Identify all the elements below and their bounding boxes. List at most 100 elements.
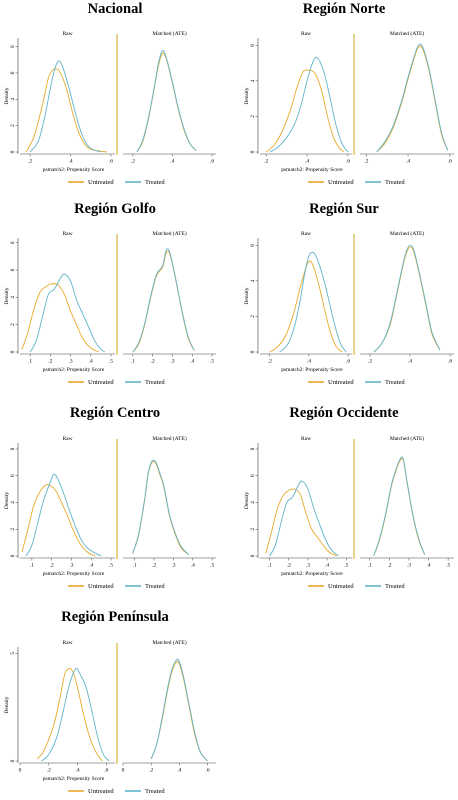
density-line-raw-untreated (36, 667, 103, 762)
y-tick-label: 4 (10, 98, 16, 101)
x-tick-label: .6 (104, 768, 108, 774)
legend-label-treated: Treated (385, 379, 405, 386)
x-tick-label: .1 (133, 563, 137, 569)
y-tick-label: 0 (10, 350, 16, 353)
density-line-raw-untreated (265, 69, 345, 153)
x-tick-label: .6 (346, 159, 350, 165)
x-tick-label: .3 (407, 563, 411, 569)
facet-label: Raw (62, 31, 72, 37)
panel-4: Región Centro Raw .1 .2 .3 .4 .5 Matched (ATE).… (4, 405, 216, 590)
x-tick-label: .5 (446, 563, 450, 569)
x-tick-label: .4 (68, 159, 72, 165)
y-tick-label: 0 (250, 150, 256, 153)
panel-title: Región Occidente (289, 405, 399, 421)
legend-label-untreated: Untreated (88, 379, 114, 386)
facet-label: Raw (62, 436, 72, 442)
y-tick-label: 6 (10, 71, 16, 74)
y-tick-label: 0 (10, 554, 16, 557)
x-tick-label: .2 (368, 359, 372, 365)
x-tick-label: .5 (210, 359, 214, 365)
y-tick-label: 4 (10, 296, 16, 299)
x-tick-label: .4 (426, 563, 430, 569)
panel-2: Región Golfo Raw .1 .2 .3 .4 .5 Matched (ATE) .1… (4, 201, 216, 386)
x-axis-title: psmatch2: Propensity Score (281, 367, 343, 373)
facet-label: Matched (ATE) (390, 30, 425, 37)
y-tick-label: 2 (250, 528, 256, 531)
x-tick-label: .4 (89, 359, 93, 365)
x-tick-label: .4 (89, 563, 93, 569)
facet-label: Matched (ATE) (152, 230, 187, 237)
density-line-matched-treated (150, 658, 208, 762)
y-tick-label: 6 (250, 244, 256, 247)
facet-label: Raw (301, 436, 311, 442)
x-tick-label: .4 (307, 359, 311, 365)
x-tick-label: .2 (387, 563, 391, 569)
y-tick-label: 4 (250, 501, 256, 504)
legend-label-untreated: Untreated (328, 379, 354, 386)
x-tick-label: .4 (191, 563, 195, 569)
y-tick-label: 2 (10, 528, 16, 531)
y-axis-title: Density (244, 87, 250, 104)
density-line-matched-treated (132, 248, 195, 353)
x-tick-label: .4 (190, 359, 194, 365)
panel-3: Región Sur Raw .2 .4 .6 Matched (ATE) .2 .4 .6 0 2… (244, 201, 454, 386)
x-tick-label: .2 (28, 159, 32, 165)
x-tick-label: .1 (28, 359, 32, 365)
density-line-matched-treated (373, 456, 426, 557)
facet-label: Matched (ATE) (390, 435, 425, 442)
x-axis-title: psmatch2: Propensity Score (43, 571, 105, 577)
density-line-matched-treated (132, 459, 190, 555)
y-tick-label: 0 (250, 350, 256, 353)
x-tick-label: .5 (109, 563, 113, 569)
density-line-raw-untreated (265, 488, 337, 557)
x-tick-label: .4 (177, 768, 181, 774)
density-line-raw-untreated (21, 483, 96, 557)
x-tick-label: .2 (264, 159, 268, 165)
legend-label-treated: Treated (145, 379, 165, 386)
x-tick-label: .6 (205, 768, 209, 774)
panel-title: Región Sur (309, 201, 379, 217)
legend-label-untreated: Untreated (88, 583, 114, 590)
y-tick-label: 0 (250, 554, 256, 557)
facet-label: Raw (62, 231, 72, 237)
x-tick-label: 0 (122, 768, 125, 774)
x-tick-label: .4 (408, 359, 412, 365)
x-tick-label: .2 (268, 359, 272, 365)
y-tick-label: 6 (250, 474, 256, 477)
density-line-matched-treated (373, 244, 441, 353)
facet-label: Matched (ATE) (152, 435, 187, 442)
density-line-matched-untreated (132, 250, 195, 353)
panel-0: Nacional Raw .2 .4 .6 Matched (ATE) .2 .4 .6 0 2 4 6… (4, 1, 216, 186)
facet-label: Raw (301, 231, 311, 237)
x-axis-title: psmatch2: Propensity Score (43, 367, 105, 373)
x-tick-label: .3 (306, 563, 310, 569)
density-line-matched-treated (136, 50, 197, 153)
panel-title: Nacional (88, 1, 143, 17)
density-line-raw-untreated (21, 283, 100, 353)
legend-label-untreated: Untreated (328, 583, 354, 590)
x-tick-label: .3 (171, 563, 175, 569)
x-tick-label: .6 (448, 359, 452, 365)
panel-6: Región Península Raw 0 .2 .4 .6 Matched (ATE) 0… (4, 609, 216, 795)
y-tick-label: 6 (10, 268, 16, 271)
density-line-raw-treated (29, 273, 106, 353)
x-tick-label: .2 (131, 159, 135, 165)
x-axis-title: psmatch2: Propensity Score (43, 167, 105, 173)
legend-label-treated: Treated (385, 179, 405, 186)
legend-label-untreated: Untreated (88, 179, 114, 186)
legend-label-untreated: Untreated (88, 788, 114, 795)
x-tick-label: .2 (149, 768, 153, 774)
x-axis-title: psmatch2: Propensity Score (281, 571, 343, 577)
y-tick-label: 2 (250, 115, 256, 118)
facet-label: Raw (62, 640, 72, 646)
y-tick-label: 2 (250, 315, 256, 318)
x-tick-label: .2 (152, 563, 156, 569)
density-line-raw-treated (279, 251, 347, 353)
density-line-raw-treated (29, 60, 101, 153)
x-tick-label: .4 (76, 768, 80, 774)
density-line-raw-untreated (25, 68, 107, 153)
density-line-raw-treated (25, 473, 102, 557)
y-tick-label: 0 (10, 759, 16, 762)
x-tick-label: .6 (346, 359, 350, 365)
